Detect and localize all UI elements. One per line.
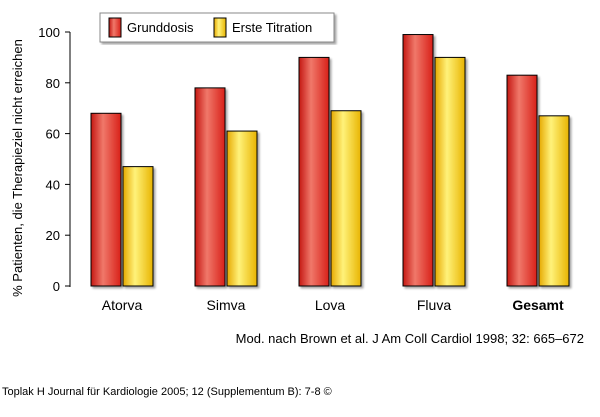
bar-erste-titration-simva [226, 130, 258, 287]
legend-label-grunddosis: Grunddosis [127, 20, 194, 35]
y-tick-label: 80 [46, 76, 60, 91]
y-axis-label: % Patienten, die Therapieziel nicht erre… [10, 39, 25, 297]
x-tick-label-fluva: Fluva [417, 297, 451, 313]
bar-grunddosis-lova [298, 56, 330, 287]
y-tick-label: 100 [38, 25, 60, 40]
y-tick-label: 60 [46, 127, 60, 142]
y-tick-label: 40 [46, 177, 60, 192]
legend-swatch-grunddosis [108, 17, 122, 38]
x-tick-label-gesamt: Gesamt [512, 297, 564, 313]
legend-label-erste-titration: Erste Titration [232, 20, 312, 35]
bar-grunddosis-atorva [90, 112, 122, 287]
legend-swatch-erste-titration [213, 17, 227, 38]
citation: Toplak H Journal für Kardiologie 2005; 1… [2, 386, 332, 398]
x-tick-label-simva: Simva [207, 297, 246, 313]
bar-erste-titration-fluva [434, 56, 466, 287]
y-axis: 0 20 40 60 80 100 [38, 25, 71, 294]
x-axis-tick-labels: Atorva Simva Lova Fluva Gesamt [102, 297, 564, 313]
bar-grunddosis-simva [194, 87, 226, 287]
y-tick-label: 0 [53, 279, 60, 294]
bars [90, 34, 570, 287]
x-tick-label-lova: Lova [315, 297, 346, 313]
y-tick-label: 20 [46, 228, 60, 243]
bar-grunddosis-fluva [402, 34, 434, 287]
bar-grunddosis-gesamt [506, 74, 538, 287]
bar-erste-titration-lova [330, 110, 362, 287]
bar-erste-titration-gesamt [538, 115, 570, 287]
bar-erste-titration-atorva [122, 166, 154, 287]
x-tick-label-atorva: Atorva [102, 297, 143, 313]
legend: Grunddosis Erste Titration [99, 12, 335, 43]
source-note: Mod. nach Brown et al. J Am Coll Cardiol… [235, 331, 584, 346]
